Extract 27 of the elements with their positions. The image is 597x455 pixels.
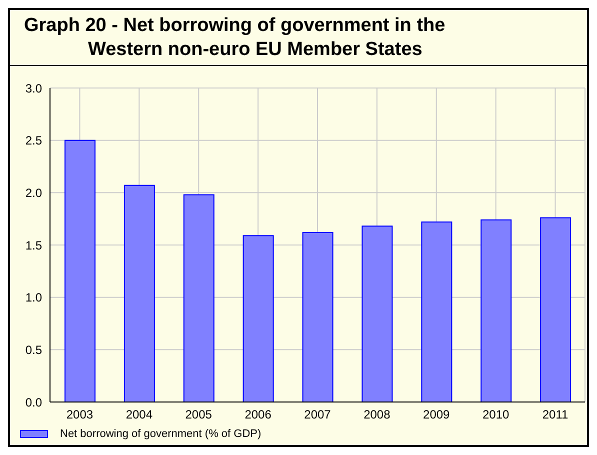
y-tick-label: 1.5: [25, 238, 42, 252]
bar: [124, 184, 155, 402]
y-tick-label: 0.5: [25, 342, 42, 357]
x-tick-label: 2010: [482, 408, 510, 422]
bar: [64, 140, 96, 402]
y-tick-label: 2.5: [25, 134, 42, 148]
bar: [540, 217, 572, 402]
bar: [480, 219, 512, 402]
y-tick-label: 0.0: [25, 395, 42, 410]
x-tick-label: 2009: [423, 408, 450, 422]
x-tick-label: 2006: [244, 408, 272, 422]
x-tick-label: 2007: [304, 408, 332, 422]
y-tick-label: 3.0: [25, 81, 42, 96]
legend-label: Net borrowing of government (% of GDP): [60, 428, 262, 440]
bar: [421, 221, 452, 402]
x-tick-label: 2005: [185, 408, 212, 422]
x-tick-label: 2004: [126, 408, 153, 422]
bar: [183, 194, 214, 402]
bar: [362, 226, 393, 402]
x-tick-label: 2008: [364, 408, 391, 422]
y-tick-label: 1.0: [25, 290, 42, 305]
chart-title: Graph 20 - Net borrowing of government in the Western non-euro EU Member States: [24, 14, 446, 62]
x-tick-label: 2003: [66, 408, 94, 422]
bar: [242, 235, 274, 402]
bar: [302, 232, 334, 402]
x-tick-label: 2011: [542, 408, 568, 422]
y-tick-label: 2.0: [25, 186, 42, 200]
